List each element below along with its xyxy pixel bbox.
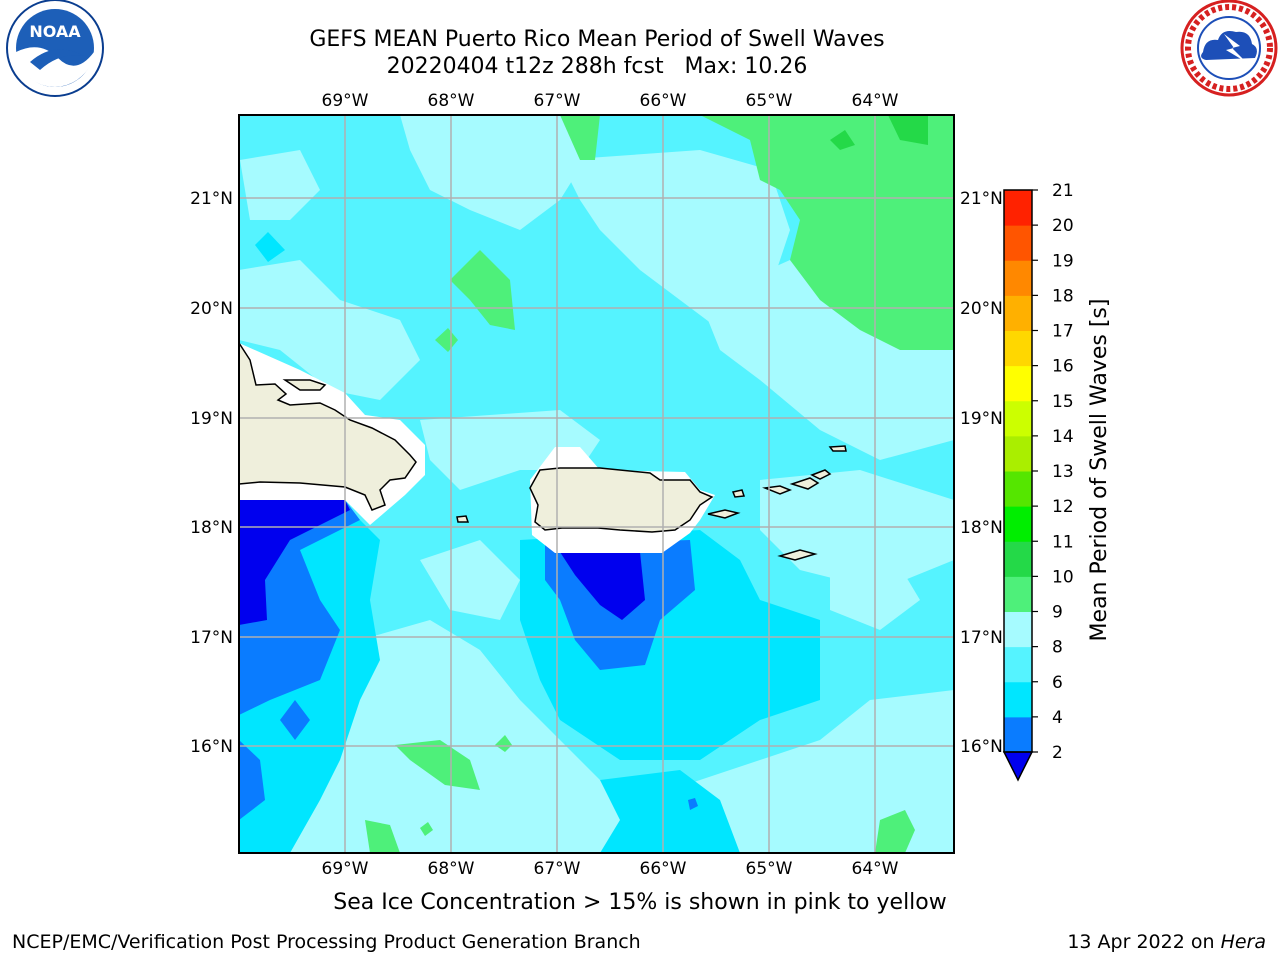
colorbar-tick-label: 17 bbox=[1052, 322, 1074, 342]
lon-label-bottom: 69°W bbox=[322, 859, 369, 879]
puerto-rico bbox=[529, 467, 714, 533]
lat-label-left: 21°N bbox=[190, 189, 233, 209]
noaa-logo: NOAA bbox=[6, 0, 104, 97]
lon-label-top: 67°W bbox=[534, 91, 581, 111]
colorbar-tick-label: 18 bbox=[1052, 286, 1074, 306]
colorbar-tick-label: 10 bbox=[1052, 567, 1074, 587]
colorbar bbox=[1002, 189, 1034, 782]
colorbar-segment bbox=[1004, 541, 1032, 577]
colorbar-segment bbox=[1004, 435, 1032, 472]
colorbar-extend-min bbox=[1002, 751, 1034, 782]
colorbar-segment bbox=[1004, 190, 1032, 226]
lon-label-bottom: 66°W bbox=[640, 859, 687, 879]
colorbar-label: Mean Period of Swell Waves [s] bbox=[1087, 299, 1112, 642]
map-frame bbox=[238, 114, 955, 854]
footer-machine: Hera bbox=[1220, 931, 1266, 953]
lon-label-top: 66°W bbox=[640, 91, 687, 111]
colorbar-segment bbox=[1004, 681, 1032, 718]
colorbar-tick-label: 14 bbox=[1052, 427, 1074, 447]
lat-label-left: 17°N bbox=[190, 628, 233, 648]
graticule bbox=[239, 115, 954, 853]
colorbar-tick-label: 19 bbox=[1052, 251, 1074, 271]
colorbar-segment bbox=[1004, 295, 1032, 331]
lat-label-right: 17°N bbox=[960, 628, 1003, 648]
colorbar-tick-label: 2 bbox=[1052, 743, 1063, 763]
colorbar-segment bbox=[1004, 225, 1032, 261]
colorbar-segment bbox=[1004, 506, 1032, 542]
colorbar-segment bbox=[1004, 611, 1032, 648]
svg-text:NOAA: NOAA bbox=[29, 22, 81, 41]
lat-label-left: 18°N bbox=[190, 518, 233, 538]
colorbar-segment bbox=[1004, 576, 1032, 612]
colorbar-segment bbox=[1004, 400, 1032, 437]
swell-field-10-11 bbox=[365, 115, 954, 853]
colorbar-tick-label: 9 bbox=[1052, 603, 1063, 623]
sea-ice-note: Sea Ice Concentration > 15% is shown in … bbox=[333, 890, 947, 915]
footer-date-text: 13 Apr 2022 on bbox=[1067, 931, 1215, 953]
lat-label-right: 21°N bbox=[960, 189, 1003, 209]
colorbar-segment bbox=[1004, 365, 1032, 402]
lat-label-right: 19°N bbox=[960, 409, 1003, 429]
colorbar-tick-label: 6 bbox=[1052, 673, 1063, 693]
colorbar-tick-label: 8 bbox=[1052, 638, 1063, 658]
lat-label-right: 20°N bbox=[960, 299, 1003, 319]
colorbar-segment bbox=[1004, 471, 1032, 507]
lon-label-top: 68°W bbox=[428, 91, 475, 111]
swell-field-2-4 bbox=[239, 500, 645, 625]
colorbar-segment bbox=[1004, 646, 1032, 683]
lat-label-left: 20°N bbox=[190, 299, 233, 319]
lon-label-bottom: 65°W bbox=[746, 859, 793, 879]
chart-subtitle: 20220404 t12z 288h fcst Max: 10.26 bbox=[386, 54, 808, 79]
lon-label-bottom: 64°W bbox=[852, 859, 899, 879]
nws-logo bbox=[1180, 0, 1278, 97]
colorbar-tick-label: 11 bbox=[1052, 532, 1074, 552]
colorbar-ticks: 2 4 6 8 9 10 11 12 13 14 15 16 17 18 19 20 21 bbox=[1032, 181, 1074, 763]
colorbar-tick-label: 4 bbox=[1052, 708, 1063, 728]
land bbox=[239, 341, 847, 561]
footer-date: 13 Apr 2022 on Hera bbox=[1067, 931, 1266, 953]
swell-field-9-10 bbox=[239, 115, 954, 853]
lat-label-left: 19°N bbox=[190, 409, 233, 429]
colorbar-segment bbox=[1004, 716, 1032, 753]
lat-label-right: 16°N bbox=[960, 737, 1003, 757]
colorbar-tick-label: 12 bbox=[1052, 497, 1074, 517]
swell-field-11-12 bbox=[830, 115, 928, 150]
lat-label-right: 18°N bbox=[960, 518, 1003, 538]
colorbar-tick-label: 16 bbox=[1052, 357, 1074, 377]
lon-label-top: 65°W bbox=[746, 91, 793, 111]
colorbar-tick-label: 20 bbox=[1052, 216, 1074, 236]
lon-label-bottom: 68°W bbox=[428, 859, 475, 879]
colorbar-segment bbox=[1004, 260, 1032, 296]
lon-label-top: 69°W bbox=[322, 91, 369, 111]
colorbar-tick-label: 15 bbox=[1052, 392, 1074, 412]
map-area bbox=[239, 115, 954, 853]
colorbar-segment bbox=[1004, 330, 1032, 367]
lon-label-bottom: 67°W bbox=[534, 859, 581, 879]
lon-label-top: 64°W bbox=[852, 91, 899, 111]
footer-credit: NCEP/EMC/Verification Post Processing Pr… bbox=[12, 931, 641, 953]
colorbar-tick-label: 21 bbox=[1052, 181, 1074, 201]
chart-title: GEFS MEAN Puerto Rico Mean Period of Swe… bbox=[309, 27, 885, 52]
colorbar-tick-label: 13 bbox=[1052, 462, 1074, 482]
lat-label-left: 16°N bbox=[190, 737, 233, 757]
